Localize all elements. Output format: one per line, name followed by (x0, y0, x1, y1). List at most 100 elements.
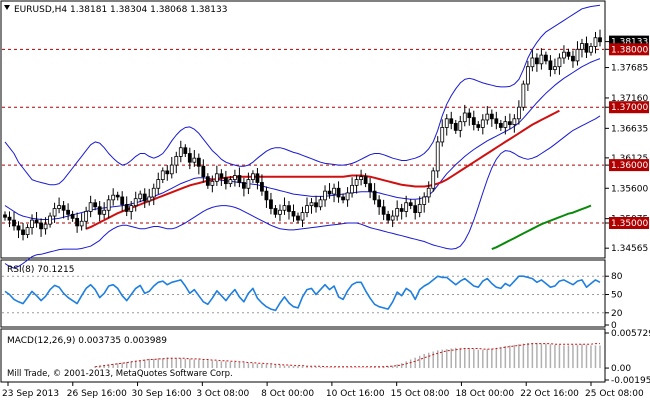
candle-body (282, 205, 287, 211)
candle-body (516, 106, 521, 120)
candle-body (512, 118, 517, 125)
bollinger-upper-line (4, 4, 601, 186)
candle-body (431, 170, 436, 189)
price-tick-label: 1.37000 (611, 103, 648, 113)
candle-body (223, 177, 228, 185)
price-tick-label: 1.36635 (611, 124, 648, 134)
rsi-tick-label: 0 (611, 321, 617, 331)
candle-body (562, 51, 566, 59)
candle-body (345, 192, 350, 201)
candle-body (323, 190, 327, 201)
candle-body (12, 219, 16, 227)
price-tick-label: 1.36000 (611, 161, 648, 171)
level-price-tag (609, 43, 649, 56)
price-candles (3, 29, 602, 241)
candle-body (242, 182, 246, 189)
candle-body (97, 206, 102, 215)
candle-body (471, 117, 476, 125)
candle-body (485, 113, 490, 121)
candle-body (30, 219, 34, 229)
candle-body (399, 208, 404, 212)
time-tick-label: 10 Oct 16:00 (326, 389, 385, 399)
candle-body (444, 118, 449, 128)
candle-body (291, 211, 296, 217)
macd-tick-label: 0.00 (611, 364, 631, 374)
candle-body (70, 213, 75, 219)
candle-body (287, 205, 291, 212)
price-tick-label: 1.37160 (611, 94, 648, 104)
macd-tick-label: 0.005729 (611, 329, 650, 339)
candle-body (246, 179, 251, 189)
rsi-axis: 80 50 20 0 (605, 272, 623, 331)
candle-body (404, 202, 409, 212)
copyright-text: Mill Trade, © 2001-2013, MetaQuotes Soft… (7, 369, 233, 379)
candle-body (196, 157, 201, 167)
price-tick-label: 1.38133 (611, 38, 648, 48)
time-tick-label: 23 Sep 2013 (2, 389, 59, 399)
candle-body (544, 54, 548, 62)
candle-body (309, 202, 314, 207)
candle-body (48, 215, 52, 225)
candle-body (589, 46, 593, 53)
price-chart-title: EURUSD,H4 1.38181 1.38304 1.38068 1.3813… (14, 5, 227, 15)
candle-body (566, 51, 571, 57)
macd-title: MACD(12,26,9) 0.003735 0.003989 (7, 336, 167, 346)
candle-body (557, 57, 562, 68)
time-tick-label: 8 Oct 00:00 (261, 389, 314, 399)
price-tick-label: 1.37685 (611, 64, 648, 74)
candle-body (16, 225, 21, 231)
candle-body (368, 183, 373, 192)
candle-body (111, 194, 116, 201)
candle-body (422, 196, 427, 205)
candle-body (151, 187, 156, 198)
candle-body (440, 127, 445, 143)
candle-body (138, 193, 143, 200)
candle-body (417, 204, 422, 213)
macd-signal-polyline (95, 343, 600, 368)
candle-body (521, 83, 526, 108)
candle-body (115, 194, 120, 198)
time-tick-label: 26 Sep 16:00 (67, 389, 127, 399)
rsi-panel-frame (0, 259, 606, 328)
candle-body (341, 196, 345, 201)
candle-body (133, 198, 138, 207)
price-tick-label: 1.35000 (611, 219, 648, 229)
candle-body (534, 57, 539, 65)
price-panel-frame (0, 0, 606, 259)
price-overlays (4, 4, 601, 269)
candle-body (363, 176, 368, 185)
candle-body (201, 165, 206, 178)
moving-average-green-line (491, 204, 592, 251)
candle-body (507, 121, 512, 125)
macd-axis: 0.005729 0.00 -0.001951 (605, 329, 650, 386)
price-tick-label: 1.34565 (611, 244, 648, 254)
candle-body (255, 173, 260, 183)
candle-body (156, 179, 161, 189)
candle-body (449, 118, 454, 124)
rsi-tick-label: 20 (611, 309, 623, 319)
candle-body (498, 123, 503, 128)
candle-body (147, 196, 152, 202)
price-tick-label: 1.36125 (611, 154, 648, 164)
candle-body (548, 60, 553, 70)
macd-signal-line (95, 343, 600, 368)
candle-body (174, 156, 179, 166)
candle-body (332, 187, 336, 195)
candle-body (489, 113, 494, 120)
candle-body (395, 208, 400, 217)
rsi-polyline (4, 275, 601, 312)
candle-body (273, 208, 278, 215)
bollinger-lower-line (4, 115, 601, 269)
candle-body (539, 54, 544, 65)
moving-average-red-line (85, 109, 560, 230)
candle-body (178, 147, 183, 157)
candle-body (183, 147, 188, 154)
level-price-tag (609, 217, 649, 229)
candle-body (462, 112, 467, 123)
candle-body (435, 141, 440, 172)
candle-body (575, 48, 580, 62)
macd-panel-frame (0, 328, 606, 383)
candle-body (142, 193, 147, 202)
candle-body (593, 37, 598, 47)
